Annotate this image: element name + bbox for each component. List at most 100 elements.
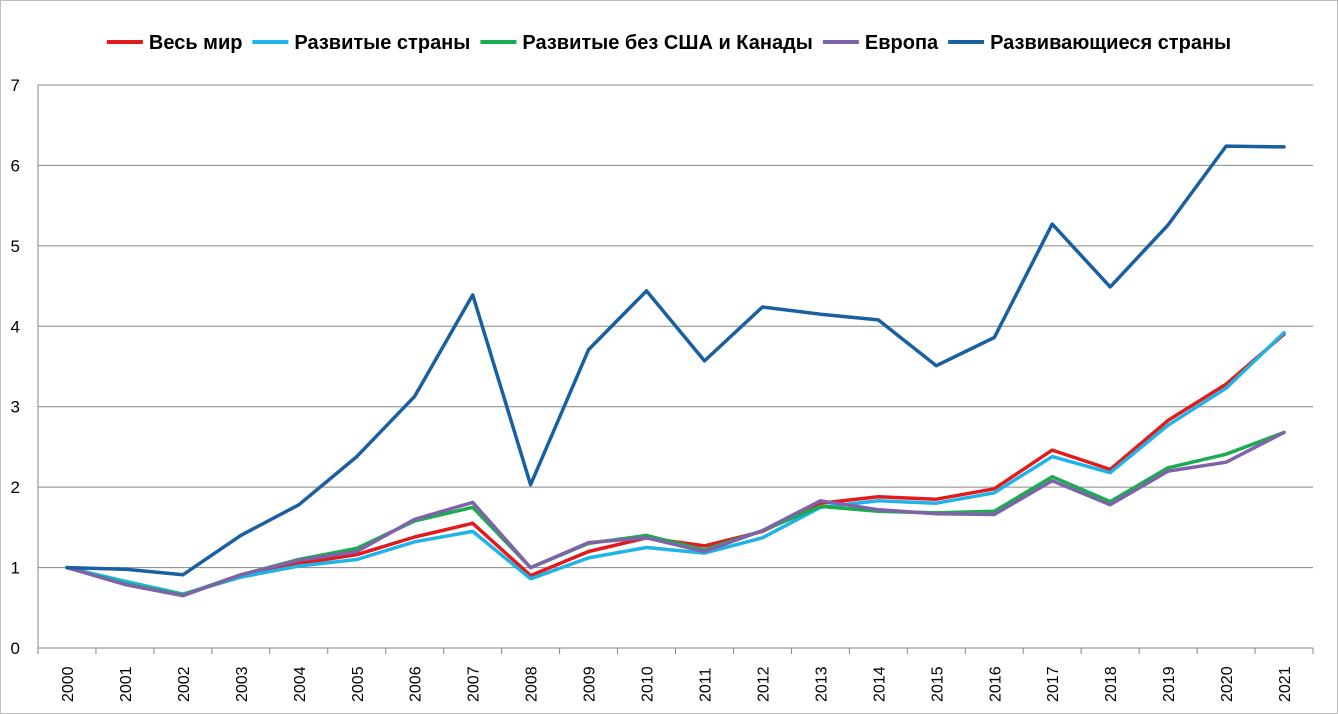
y-tick-label: 1 — [11, 559, 20, 578]
x-tick-label: 2017 — [1045, 666, 1062, 702]
data-point — [935, 512, 938, 515]
data-point — [181, 594, 185, 597]
legend-label: Развивающиеся страны — [990, 32, 1231, 54]
data-point — [239, 573, 242, 576]
legend-item-3: Европа — [822, 32, 939, 54]
legend-item-4: Развивающиеся страны — [948, 32, 1231, 54]
data-point — [1051, 222, 1054, 226]
data-point — [529, 577, 532, 580]
data-point — [1224, 383, 1228, 386]
data-point — [1282, 145, 1286, 149]
data-point — [877, 495, 880, 498]
data-point — [297, 503, 300, 506]
data-point — [65, 566, 69, 569]
y-tick-label: 6 — [11, 156, 20, 175]
data-point — [239, 534, 242, 537]
data-point — [645, 289, 648, 293]
legend-label: Европа — [865, 32, 939, 54]
data-point — [819, 505, 822, 508]
data-point — [1282, 331, 1286, 334]
legend-label: Развитые страны — [294, 32, 470, 54]
data-point — [935, 498, 938, 501]
data-point — [703, 359, 706, 363]
data-point — [645, 534, 648, 537]
data-point — [819, 313, 822, 316]
y-tick-label: 3 — [11, 398, 20, 417]
series-line-2 — [65, 430, 1286, 597]
x-tick-label: 2008 — [524, 666, 541, 702]
data-point — [181, 573, 185, 576]
data-point — [1109, 503, 1112, 506]
data-point — [529, 566, 532, 569]
x-tick-label: 2006 — [408, 666, 425, 702]
data-point — [993, 510, 996, 513]
data-point — [471, 501, 474, 504]
data-point — [935, 502, 938, 505]
x-tick-label: 2001 — [118, 666, 135, 702]
data-point — [703, 550, 706, 553]
series-line-4 — [65, 144, 1286, 577]
legend-item-0: Весь мир — [106, 32, 242, 54]
data-point — [993, 491, 996, 494]
data-point — [935, 364, 938, 367]
series-line-1 — [65, 330, 1286, 596]
data-point — [1166, 466, 1170, 469]
data-point — [877, 508, 880, 511]
data-point — [1109, 500, 1112, 503]
data-point — [123, 568, 127, 571]
data-point — [587, 348, 590, 351]
data-point — [471, 530, 474, 533]
x-tick-label: 2003 — [234, 666, 251, 702]
data-point — [761, 305, 764, 309]
data-point — [703, 544, 706, 548]
x-tick-label: 2000 — [60, 666, 77, 702]
data-point — [645, 536, 648, 539]
data-point — [877, 499, 880, 502]
x-tick-label: 2005 — [350, 666, 367, 702]
data-point — [529, 483, 532, 486]
data-point — [471, 522, 474, 525]
y-tick-label: 4 — [11, 317, 20, 336]
data-point — [413, 540, 416, 543]
legend-item-2: Развитые без США и Канады — [480, 32, 813, 54]
data-point — [1224, 144, 1228, 148]
legend: Весь мир Развитые страны Развитые без США … — [106, 32, 1231, 54]
data-point — [297, 562, 300, 565]
legend-item-1: Развитые страны — [252, 32, 470, 54]
data-point — [297, 564, 300, 568]
axes — [37, 85, 1314, 654]
data-point — [1051, 455, 1054, 458]
data-point — [413, 518, 416, 521]
data-point — [413, 535, 416, 539]
data-point — [1166, 223, 1170, 227]
data-point — [1109, 285, 1112, 289]
x-tick-label: 2004 — [292, 666, 309, 702]
data-point — [645, 546, 648, 549]
data-point — [355, 558, 358, 561]
data-point — [1224, 387, 1228, 390]
data-point — [355, 547, 358, 550]
x-tick-label: 2009 — [582, 666, 599, 702]
y-tick-label: 0 — [11, 639, 20, 658]
x-tick-label: 2010 — [640, 666, 657, 702]
x-axis-ticks: 2000 2001 2002 2003 2004 2005 2006 2007 2008 2009… — [60, 666, 1294, 702]
y-tick-label: 2 — [11, 478, 20, 497]
data-point — [123, 583, 127, 586]
data-point — [1051, 448, 1054, 452]
legend-label: Развитые без США и Канады — [522, 32, 812, 54]
data-point — [1282, 431, 1286, 434]
data-point — [993, 336, 996, 339]
y-tick-label: 7 — [11, 76, 20, 95]
data-point — [355, 550, 358, 553]
data-point — [355, 455, 358, 458]
series-line-3 — [65, 430, 1286, 598]
x-tick-label: 2012 — [755, 666, 772, 702]
data-point — [297, 559, 300, 562]
data-point — [413, 395, 416, 398]
data-point — [587, 541, 590, 544]
data-point — [1109, 471, 1112, 474]
y-axis-ticks: 0 1 2 3 4 5 6 7 — [11, 76, 20, 658]
data-point — [471, 506, 474, 509]
